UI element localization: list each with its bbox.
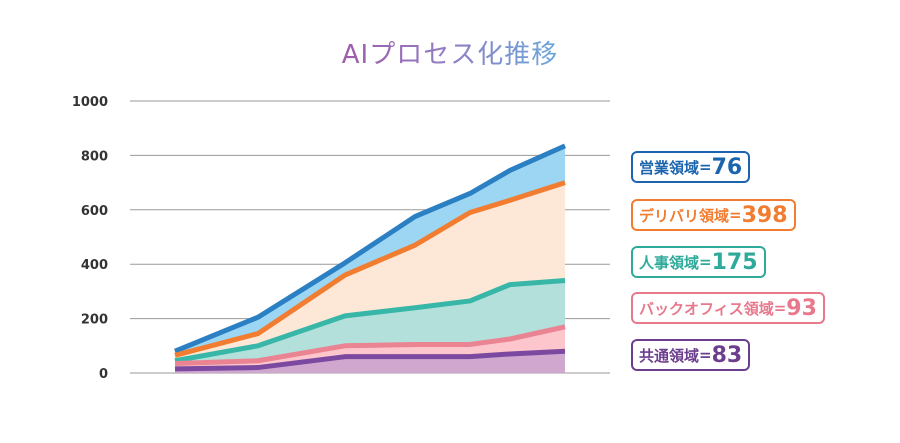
legend-badge-label: デリバリ領域 bbox=[639, 206, 730, 225]
legend-badge-label: バックオフィス領域 bbox=[639, 299, 774, 318]
legend-badge-equals: = bbox=[773, 299, 787, 317]
legend-badge-value: 93 bbox=[786, 295, 817, 321]
area-デリバリ領域 bbox=[175, 182, 565, 361]
legend-badge-equals: = bbox=[729, 206, 742, 224]
legend-badge-equals: = bbox=[699, 158, 712, 176]
y-tick-label: 400 bbox=[81, 258, 108, 273]
y-tick-label: 1000 bbox=[72, 95, 108, 110]
line-共通領域 bbox=[174, 348, 566, 372]
legend-badge-equals: = bbox=[699, 253, 712, 271]
legend-badge-sales: 営業領域 = 76 bbox=[631, 151, 751, 183]
y-tick-label: 200 bbox=[81, 313, 108, 328]
area-営業領域 bbox=[175, 145, 565, 356]
y-tick-label: 800 bbox=[81, 149, 108, 164]
line-バックオフィス領域 bbox=[174, 324, 566, 366]
line-デリバリ領域 bbox=[174, 180, 566, 358]
legend-badge-equals: = bbox=[699, 346, 712, 364]
legend-badge-value: 76 bbox=[711, 154, 743, 180]
legend-badge-hr: 人事領域 = 175 bbox=[631, 246, 766, 278]
y-tick-label: 600 bbox=[81, 204, 108, 219]
y-axis-ticks: 0 200 400 600 800 1000 bbox=[72, 95, 108, 382]
y-tick-label: 0 bbox=[99, 367, 108, 382]
legend-badge-label: 共通領域 bbox=[639, 346, 700, 365]
legend-badge-label: 人事領域 bbox=[639, 253, 700, 272]
legend-badge-common: 共通領域 = 83 bbox=[631, 339, 751, 371]
legend-badge-value: 398 bbox=[741, 202, 788, 228]
legend-badge-label: 営業領域 bbox=[639, 158, 700, 177]
legend-badge-value: 83 bbox=[711, 342, 743, 368]
legend-badge-value: 175 bbox=[711, 249, 758, 275]
series-lines bbox=[174, 143, 567, 372]
line-人事領域 bbox=[174, 278, 566, 364]
line-営業領域 bbox=[174, 143, 567, 354]
legend-badge-backoffice: バックオフィス領域 = 93 bbox=[631, 292, 825, 324]
chart-title: AIプロセス化推移 bbox=[342, 40, 558, 70]
legend-badge-delivery: デリバリ領域 = 398 bbox=[631, 199, 796, 231]
